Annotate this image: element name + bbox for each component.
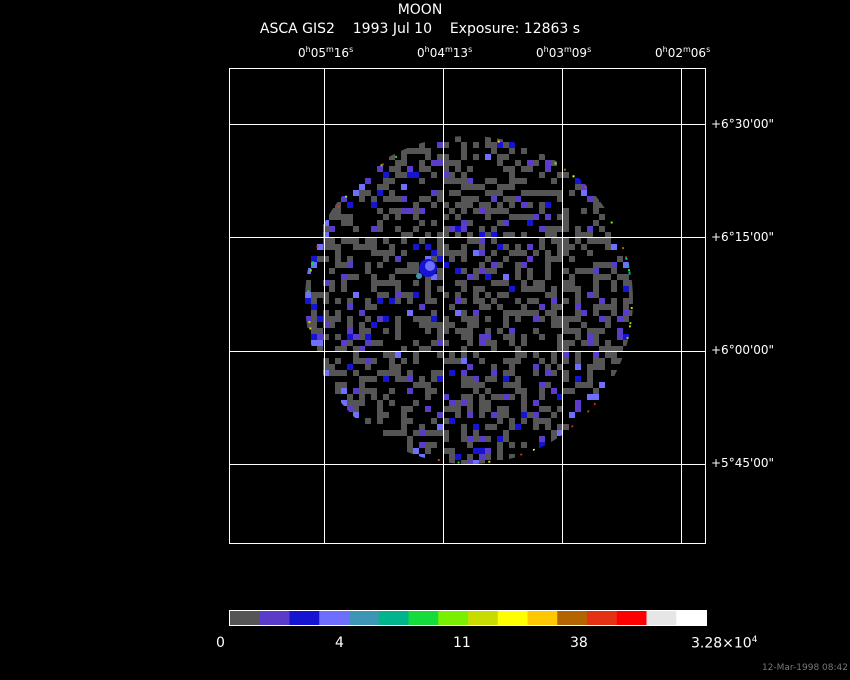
- colorbar-max-label: 3.28×104: [691, 635, 758, 652]
- instrument-label: ASCA GIS2: [259, 21, 335, 37]
- exposure-label: Exposure: 12863 s: [449, 21, 581, 37]
- moon-disk: [305, 136, 633, 464]
- colorbar-swatch: [468, 611, 499, 625]
- image-subtitle: ASCA GIS2 1993 Jul 10 Exposure: 12863 s: [0, 21, 845, 37]
- timestamp: 12-Mar-1998 08:42: [761, 663, 848, 673]
- colorbar-label: 0: [216, 635, 225, 651]
- ra-tick-label: 0h04m13s: [417, 45, 473, 60]
- dec-tick-label: +6°15'00": [711, 230, 775, 244]
- ra-tick-label: 0h05m16s: [298, 45, 354, 60]
- colorbar-frame: [229, 610, 707, 626]
- dec-tick-label: +6°00'00": [711, 343, 775, 357]
- ra-tick-label: 0h02m06s: [655, 45, 711, 60]
- colorbar-label: 4: [335, 635, 344, 651]
- colorbar-swatch: [289, 611, 320, 625]
- colorbar-swatch: [438, 611, 469, 625]
- colorbar-swatch: [230, 611, 261, 625]
- colorbar-swatch: [259, 611, 290, 625]
- colorbar-label: 11: [453, 635, 471, 651]
- coordinate-grid: [229, 68, 706, 544]
- dec-tick-label: +5°45'00": [711, 456, 775, 470]
- colorbar-swatch: [378, 611, 409, 625]
- colorbar-swatch: [557, 611, 588, 625]
- observation-date: 1993 Jul 10: [352, 21, 433, 37]
- colorbar-swatch: [676, 611, 707, 625]
- colorbar-swatch: [497, 611, 528, 625]
- colorbar-swatch: [527, 611, 558, 625]
- colorbar-swatch: [408, 611, 439, 625]
- colorbar-label: 38: [570, 635, 588, 651]
- image-title: MOON: [397, 2, 443, 18]
- colorbar-swatch: [616, 611, 647, 625]
- colorbar-swatch: [319, 611, 350, 625]
- ra-tick-label: 0h03m09s: [536, 45, 592, 60]
- dec-tick-label: +6°30'00": [711, 117, 775, 131]
- colorbar-swatch: [646, 611, 677, 625]
- colorbar-swatch: [349, 611, 380, 625]
- colorbar-swatch: [587, 611, 618, 625]
- colorbar: [229, 610, 707, 626]
